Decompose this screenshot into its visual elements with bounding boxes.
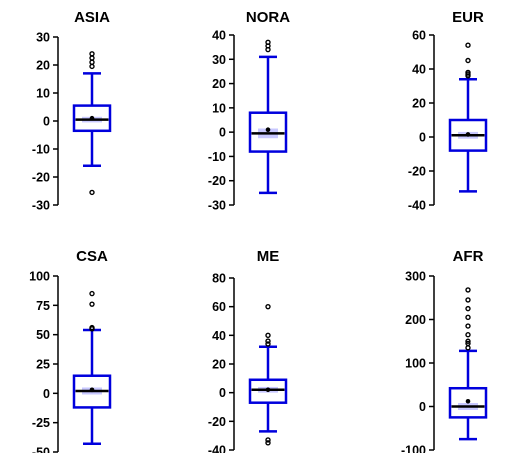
y-tick-label: 20 — [412, 97, 426, 111]
mean-point — [89, 387, 95, 393]
panel-asia: ASIA -30 -20 -10 0 10 20 30 — [32, 9, 112, 213]
outlier-point — [89, 63, 95, 70]
y-tick-label: 40 — [412, 63, 426, 77]
outlier-point — [465, 305, 471, 312]
y-tick-label: 100 — [29, 270, 50, 284]
outlier-point — [89, 301, 95, 307]
y-tick-label: 30 — [212, 53, 226, 67]
y-tick-label: -20 — [208, 174, 226, 188]
mean-point — [465, 132, 471, 137]
outlier-point — [465, 42, 471, 48]
panel-title: AFR — [453, 248, 484, 265]
y-tick-label: -25 — [32, 416, 50, 430]
outlier-point — [465, 287, 471, 293]
y-tick-label: 300 — [405, 270, 426, 284]
y-tick-label: -40 — [408, 199, 426, 213]
panel-title: ASIA — [74, 9, 110, 26]
panel-nora: NORA -30 -20 -10 0 10 20 30 40 — [208, 9, 290, 213]
panel-title: CSA — [76, 248, 108, 265]
outlier-point — [265, 338, 271, 344]
y-tick-label: 60 — [212, 300, 226, 314]
y-tick-label: 30 — [36, 31, 50, 45]
y-tick-label: -100 — [401, 444, 426, 453]
outlier-point — [265, 303, 271, 310]
panel-eur: EUR -40 -20 0 20 40 60 — [408, 9, 488, 213]
outlier-point — [465, 338, 471, 344]
y-tick-label: 0 — [43, 115, 50, 129]
outlier-point — [465, 332, 471, 338]
y-tick-label: 10 — [36, 87, 50, 101]
outlier-point — [465, 69, 471, 76]
outlier-point — [465, 340, 471, 347]
y-tick-label: -50 — [32, 446, 50, 453]
outlier-point — [465, 57, 471, 64]
y-tick-label: 40 — [212, 329, 226, 343]
y-tick-label: -40 — [208, 444, 226, 453]
outlier-point — [465, 323, 471, 329]
panel-csa: CSA -50 -25 0 25 50 75 100 — [29, 248, 112, 453]
y-tick-label: 0 — [43, 387, 50, 401]
y-tick-label: 0 — [219, 126, 226, 140]
y-tick-label: 0 — [419, 131, 426, 145]
y-tick-label: 20 — [212, 77, 226, 91]
outlier-point — [265, 437, 271, 443]
mean-point — [265, 387, 271, 393]
panel-afr: AFR -100 0 100 200 300 — [401, 248, 488, 453]
outlier-point — [89, 189, 95, 196]
y-tick-label: -30 — [208, 199, 226, 213]
outlier-point — [465, 345, 471, 351]
y-tick-label: 20 — [212, 358, 226, 372]
outlier-point — [89, 290, 95, 297]
y-tick-label: 20 — [36, 59, 50, 73]
y-tick-label: 80 — [212, 272, 226, 286]
y-tick-label: 100 — [405, 357, 426, 371]
y-tick-label: 0 — [219, 386, 226, 400]
y-tick-label: 200 — [405, 313, 426, 327]
mean-point — [89, 115, 95, 121]
outlier-point — [265, 332, 271, 339]
outlier-point — [465, 297, 471, 303]
outlier-point — [89, 55, 95, 61]
outlier-point — [89, 59, 95, 65]
outlier-point — [89, 51, 95, 57]
y-tick-label: 0 — [419, 400, 426, 414]
y-tick-label: 25 — [36, 358, 50, 372]
y-tick-label: 50 — [36, 328, 50, 342]
panel-title: EUR — [452, 9, 484, 26]
outlier-point — [265, 440, 271, 446]
y-tick-label: -10 — [208, 150, 226, 164]
mean-point — [265, 127, 271, 133]
panel-title: NORA — [246, 9, 290, 26]
panel-me: ME -40 -20 0 20 40 60 80 — [208, 248, 288, 453]
y-tick-label: 75 — [36, 299, 50, 313]
y-tick-label: -10 — [32, 143, 50, 157]
outlier-point — [265, 341, 271, 347]
outlier-point — [265, 39, 271, 45]
outlier-point — [465, 314, 471, 321]
y-tick-label: 10 — [212, 101, 226, 115]
y-tick-label: 60 — [412, 29, 426, 43]
y-tick-label: -20 — [408, 165, 426, 179]
y-tick-label: -30 — [32, 199, 50, 213]
y-tick-label: -20 — [32, 171, 50, 185]
mean-point — [465, 398, 471, 404]
y-tick-label: 40 — [212, 29, 226, 43]
y-tick-label: -20 — [208, 415, 226, 429]
outlier-point — [89, 324, 95, 331]
panel-title: ME — [257, 248, 280, 265]
